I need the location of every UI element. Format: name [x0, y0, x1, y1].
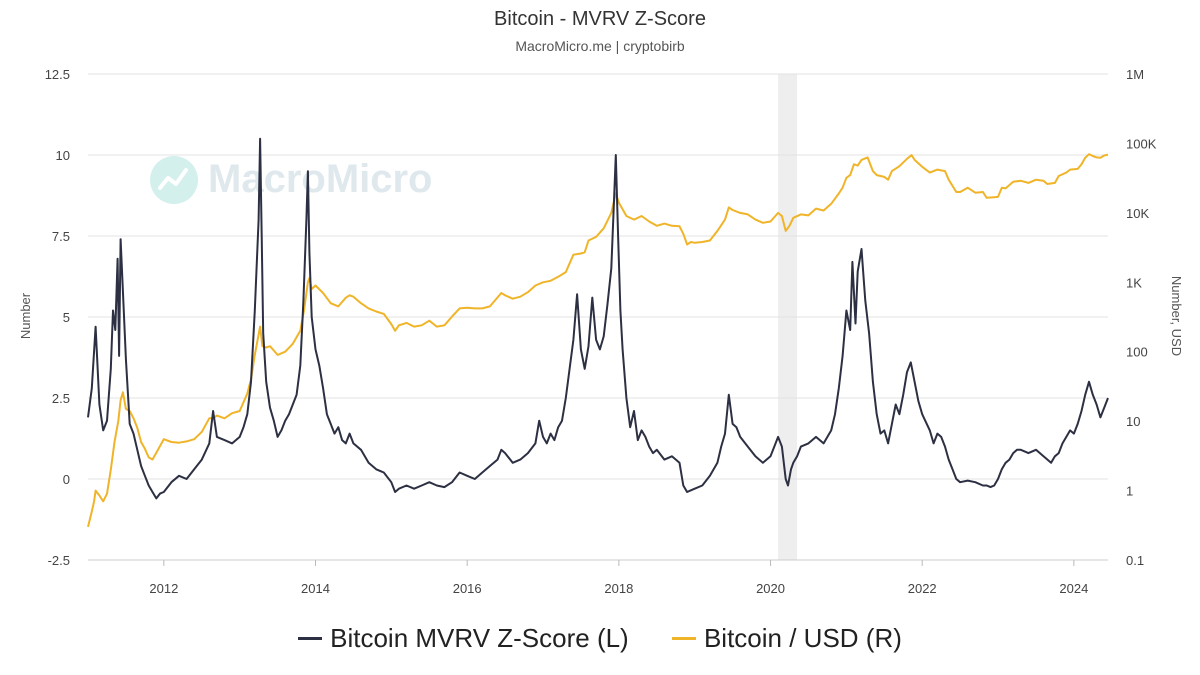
- series-line-btc-usd: [87, 153, 1109, 528]
- legend-item-btc-usd[interactable]: Bitcoin / USD (R): [671, 623, 902, 654]
- left-tick-label: 12.5: [45, 67, 70, 82]
- left-tick-label: 5: [63, 310, 70, 325]
- chart-subtitle: MacroMicro.me | cryptobirb: [515, 38, 685, 54]
- right-tick-label: 100K: [1126, 136, 1157, 151]
- left-axis-label: Number: [18, 292, 33, 339]
- right-tick-label: 100: [1126, 345, 1148, 360]
- legend-label-btc-usd: Bitcoin / USD (R): [703, 623, 902, 653]
- right-tick-label: 1M: [1126, 67, 1144, 82]
- right-tick-label: 0.1: [1126, 553, 1144, 568]
- legend-item-mvrv[interactable]: Bitcoin MVRV Z-Score (L): [298, 623, 629, 654]
- x-axis-ticks: 2012 2014 2016 2018 2020 2022 2024: [88, 559, 1108, 596]
- watermark-logo-icon: [150, 156, 198, 204]
- right-tick-label: 10: [1126, 414, 1140, 429]
- left-tick-label: 7.5: [52, 229, 70, 244]
- left-tick-label: 2.5: [52, 391, 70, 406]
- x-tick-label: 2024: [1059, 581, 1088, 596]
- series-layer: [87, 137, 1109, 528]
- right-tick-label: 10K: [1126, 206, 1149, 221]
- watermark: MacroMicro: [208, 157, 433, 201]
- gridlines: [88, 73, 1108, 561]
- x-tick-label: 2016: [453, 581, 482, 596]
- left-axis-ticks: -2.5 0 2.5 5 7.5 10 12.5: [45, 67, 70, 568]
- x-tick-label: 2012: [149, 581, 178, 596]
- x-tick-label: 2018: [604, 581, 633, 596]
- chart-title: Bitcoin - MVRV Z-Score: [494, 8, 706, 30]
- x-tick-label: 2022: [908, 581, 937, 596]
- legend-swatch-btc-usd: [671, 637, 696, 640]
- right-tick-label: 1K: [1126, 275, 1142, 290]
- legend: Bitcoin MVRV Z-Score (L) Bitcoin / USD (…: [0, 616, 1200, 654]
- right-axis-label: Number, USD: [1169, 276, 1184, 356]
- x-tick-label: 2014: [301, 581, 330, 596]
- legend-label-mvrv: Bitcoin MVRV Z-Score (L): [330, 623, 629, 653]
- right-axis-ticks: 0.1 1 10 100 1K 10K 100K 1M: [1126, 67, 1157, 568]
- legend-swatch-mvrv: [298, 637, 323, 640]
- x-tick-label: 2020: [756, 581, 785, 596]
- left-tick-label: 0: [63, 472, 70, 487]
- left-tick-label: 10: [56, 148, 70, 163]
- left-tick-label: -2.5: [48, 553, 70, 568]
- right-tick-label: 1: [1126, 484, 1133, 499]
- series-line-mvrv: [87, 137, 1109, 500]
